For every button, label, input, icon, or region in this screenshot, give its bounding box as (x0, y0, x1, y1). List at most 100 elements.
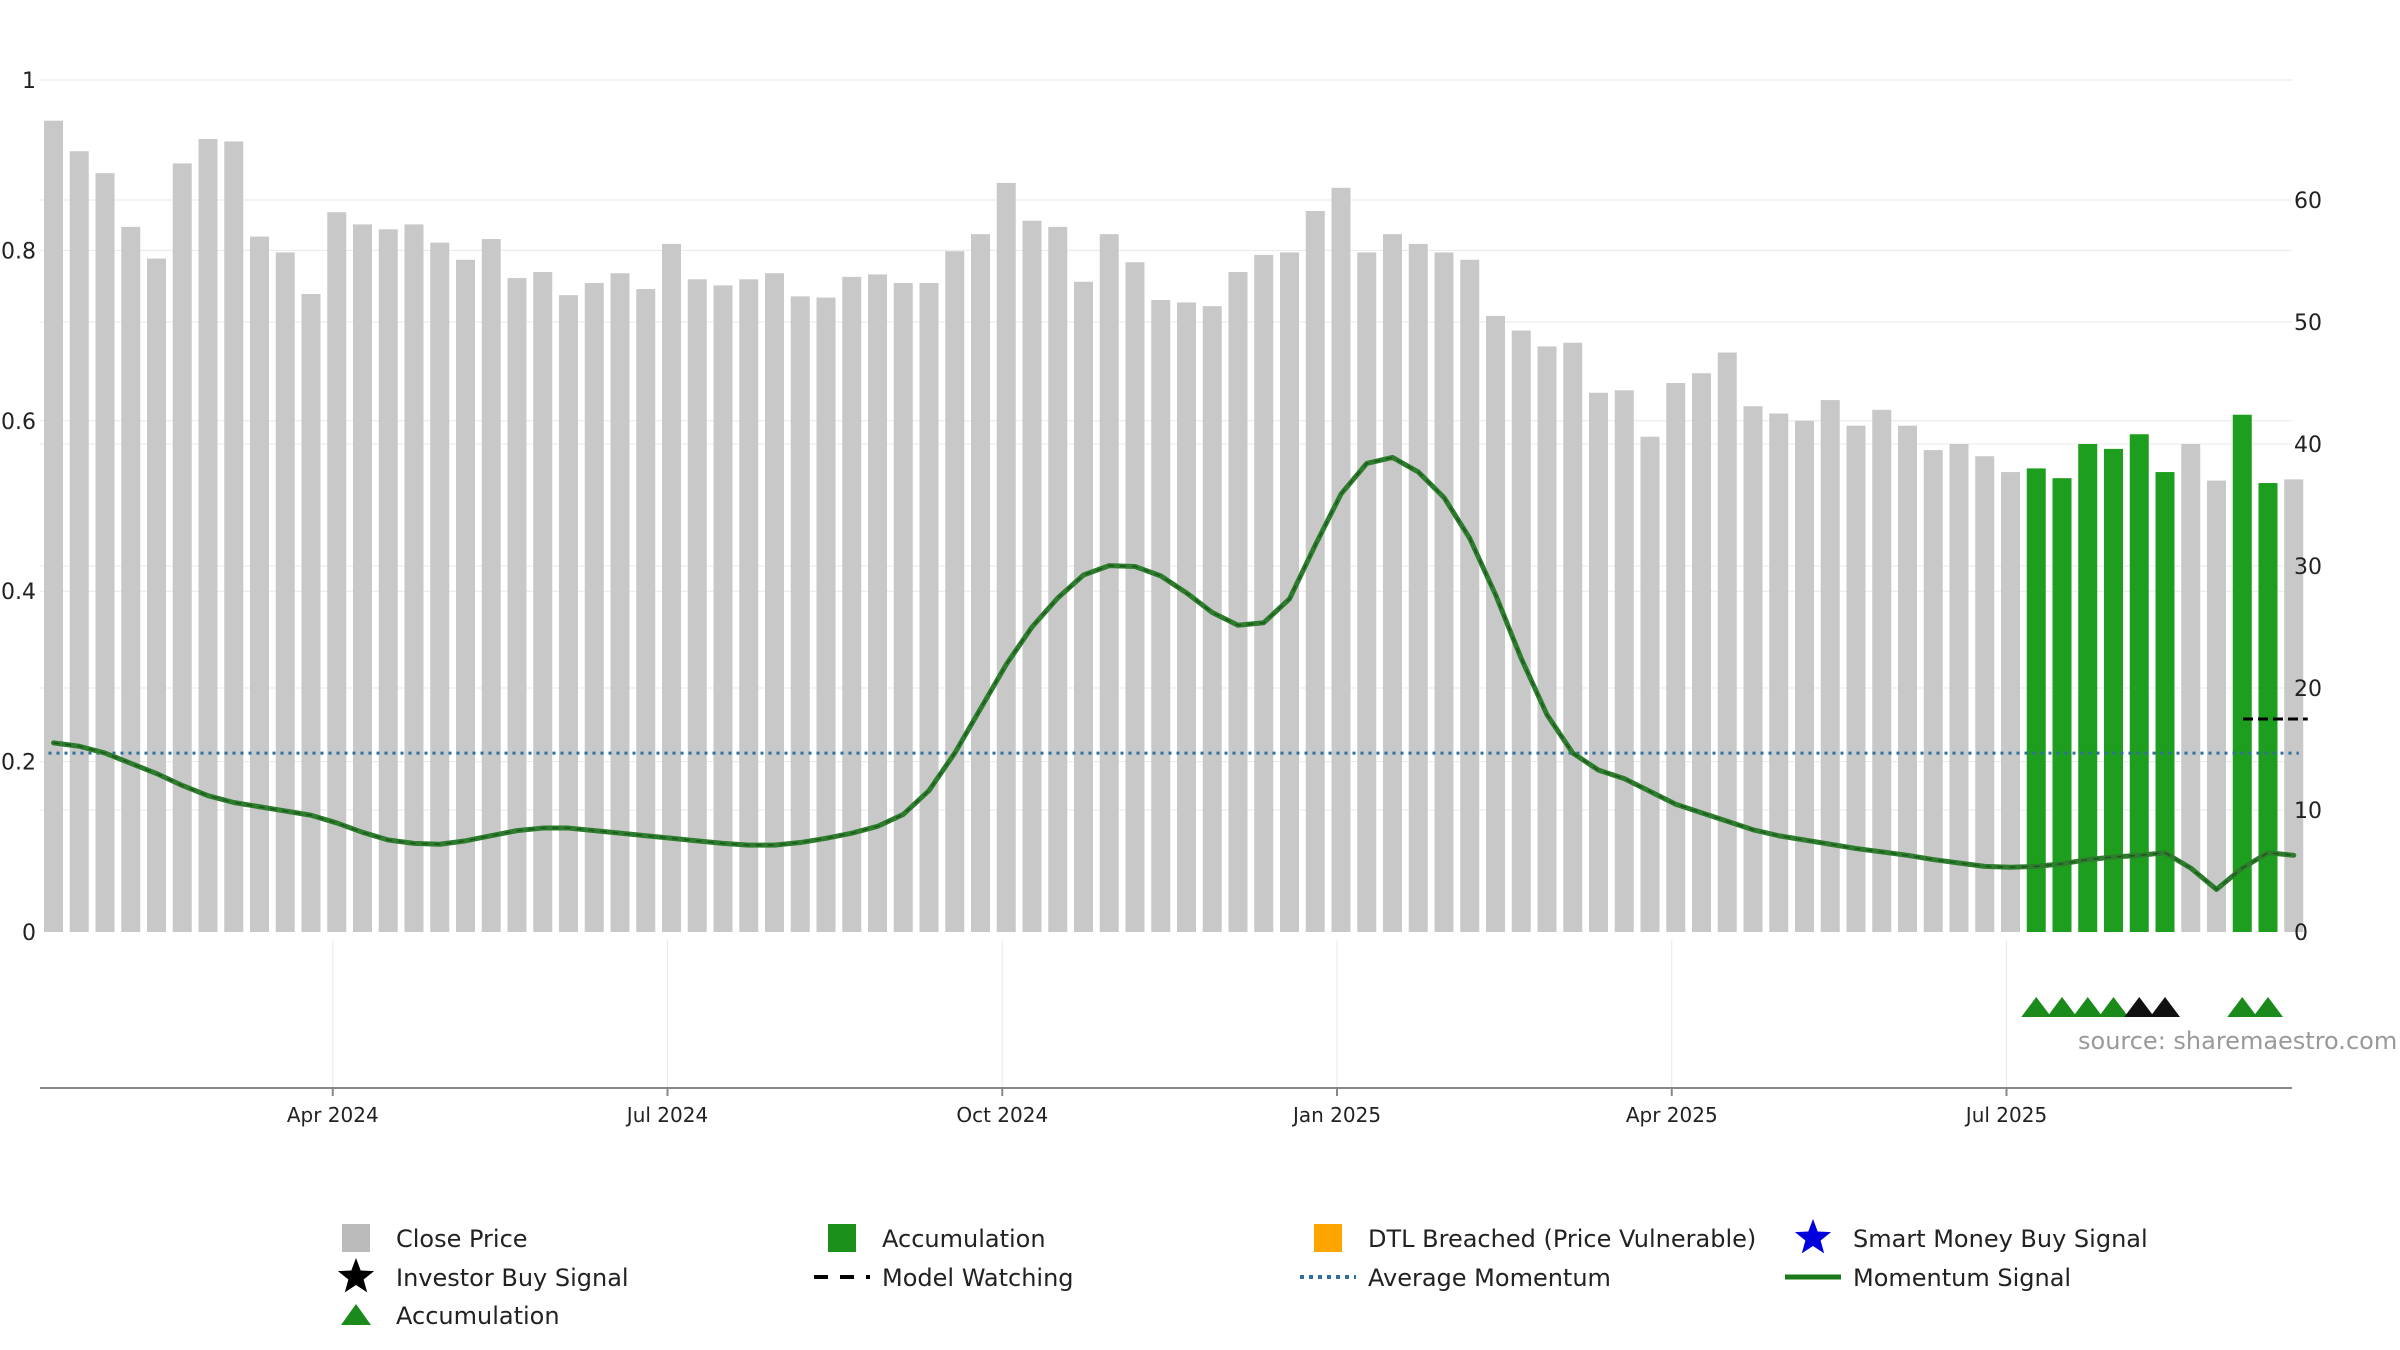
close-price-bar (481, 239, 501, 933)
close-price-bar (996, 182, 1016, 933)
close-price-bar (172, 163, 192, 932)
accumulation-triangle (2047, 997, 2077, 1017)
close-price-bar (739, 279, 759, 932)
close-price-bar (1846, 425, 1866, 932)
close-price-bar (713, 285, 733, 932)
close-price-bar (842, 276, 862, 932)
close-price-bar (945, 251, 965, 933)
x-tick-label: Apr 2025 (1626, 1103, 1718, 1127)
accumulation-bar (2078, 444, 2098, 932)
y-right-tick-label: 20 (2294, 677, 2322, 702)
legend-label: DTL Breached (Price Vulnerable) (1368, 1225, 1756, 1253)
close-price-bar (559, 295, 578, 932)
line-layer (48, 454, 2308, 892)
close-price-bar (1048, 226, 1068, 933)
legend-square-icon (342, 1224, 370, 1252)
legend-label: Momentum Signal (1853, 1264, 2071, 1292)
close-price-bar (2284, 479, 2304, 932)
close-price-bar (1125, 262, 1145, 933)
legend-label: Accumulation (396, 1302, 560, 1330)
legend-item: Investor Buy Signal (337, 1258, 629, 1293)
close-price-bar (971, 234, 990, 932)
close-price-bar (44, 120, 63, 932)
close-price-bar (1589, 392, 1608, 932)
close-price-bar (301, 293, 321, 932)
x-tick-label: Jan 2025 (1291, 1103, 1381, 1127)
y-right-tick-label: 0 (2294, 921, 2308, 946)
accumulation-triangle (2253, 997, 2283, 1017)
close-price-bar (224, 141, 244, 932)
investor-buy-triangle (2124, 997, 2155, 1017)
legend-item: Smart Money Buy Signal (1794, 1219, 2148, 1254)
accumulation-triangle (2072, 997, 2103, 1017)
legend-item: Momentum Signal (1785, 1264, 2071, 1292)
y-left-tick-label: 0.8 (1, 239, 36, 264)
accumulation-bar (2155, 472, 2175, 932)
close-price-bar (121, 226, 141, 933)
close-price-bar (378, 229, 398, 932)
close-price-bar (507, 278, 527, 933)
close-price-bar (1383, 234, 1402, 932)
y-left-tick-label: 1 (22, 69, 36, 94)
y-right-tick-label: 50 (2294, 311, 2322, 336)
close-price-bar (1511, 330, 1531, 932)
accumulation-bar (2104, 448, 2123, 932)
close-price-bar (765, 273, 784, 932)
close-price-bar (584, 282, 604, 933)
close-price-bar (95, 173, 115, 932)
close-price-bar (1486, 315, 1505, 932)
legend-label: Average Momentum (1368, 1264, 1611, 1292)
y-left-tick-label: 0.2 (1, 751, 36, 776)
close-price-bar (1280, 252, 1299, 932)
legend: Close Price Accumulation DTL Breached (Pri… (337, 1219, 2148, 1330)
bar-layer (44, 120, 2304, 933)
close-price-bar (1975, 456, 1995, 932)
legend-label: Model Watching (882, 1264, 1074, 1292)
close-price-bar (275, 252, 295, 932)
close-price-bar (893, 282, 913, 933)
x-tick-label: Jul 2025 (1964, 1103, 2047, 1127)
close-price-bar (868, 274, 887, 932)
accumulation-bar (2129, 434, 2149, 932)
close-price-bar (919, 282, 939, 933)
close-price-bar (1099, 234, 1119, 932)
close-price-bar (1769, 413, 1789, 932)
close-price-bar (1228, 271, 1248, 933)
close-price-bar (430, 242, 450, 932)
y-left-tick-label: 0.6 (1, 410, 36, 435)
close-price-bar (816, 297, 836, 933)
y-right-tick-label: 30 (2294, 555, 2322, 580)
accumulation-bar (2026, 468, 2046, 932)
legend-item: Close Price (342, 1224, 528, 1253)
accumulation-bar (2258, 483, 2278, 932)
close-price-bar (2181, 444, 2201, 932)
y-right-tick-label: 60 (2294, 189, 2322, 214)
accumulation-bar (2232, 414, 2252, 933)
close-price-bar (1022, 220, 1042, 933)
legend-square-icon (828, 1224, 856, 1252)
close-price-bar (1692, 373, 1711, 932)
y-right-tick-label: 40 (2294, 433, 2322, 458)
close-price-bar (1743, 406, 1763, 932)
close-price-bar (1357, 252, 1377, 932)
close-price-bar (610, 273, 630, 932)
close-price-bar (687, 279, 707, 932)
close-price-bar (404, 224, 424, 932)
y-left-tick-label: 0 (22, 921, 36, 946)
close-price-bar (1666, 383, 1686, 932)
legend-label: Accumulation (882, 1225, 1046, 1253)
close-price-bar (1460, 259, 1480, 932)
accumulation-triangle (2098, 997, 2129, 1017)
legend-item: Accumulation (828, 1224, 1046, 1253)
close-price-bar (1331, 187, 1351, 933)
close-price-bar (69, 151, 89, 932)
close-price-bar (1923, 450, 1943, 932)
accumulation-triangle (2021, 997, 2052, 1017)
y-left-tick-label: 0.4 (1, 580, 36, 605)
close-price-bar (533, 271, 553, 933)
source-label: source: sharemaestro.com (2078, 1027, 2397, 1055)
close-price-bar (1202, 306, 1222, 932)
close-price-bar (1614, 390, 1634, 932)
close-price-bar (250, 236, 269, 933)
